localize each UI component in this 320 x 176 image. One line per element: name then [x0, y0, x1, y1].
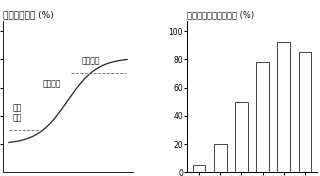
Text: 城市人口占总人口比重 (%): 城市人口占总人口比重 (%) [187, 10, 254, 19]
Bar [256, 62, 269, 172]
Bar [277, 42, 290, 172]
Bar [299, 52, 311, 172]
Bar [193, 165, 205, 172]
Text: 加速阶段: 加速阶段 [43, 79, 61, 88]
Bar [235, 102, 248, 172]
Text: 后期阶段: 后期阶段 [82, 56, 100, 65]
Bar [214, 144, 227, 172]
Text: 初期
阶段: 初期 阶段 [12, 103, 21, 123]
Text: 城市人口比重 (%): 城市人口比重 (%) [3, 10, 54, 19]
